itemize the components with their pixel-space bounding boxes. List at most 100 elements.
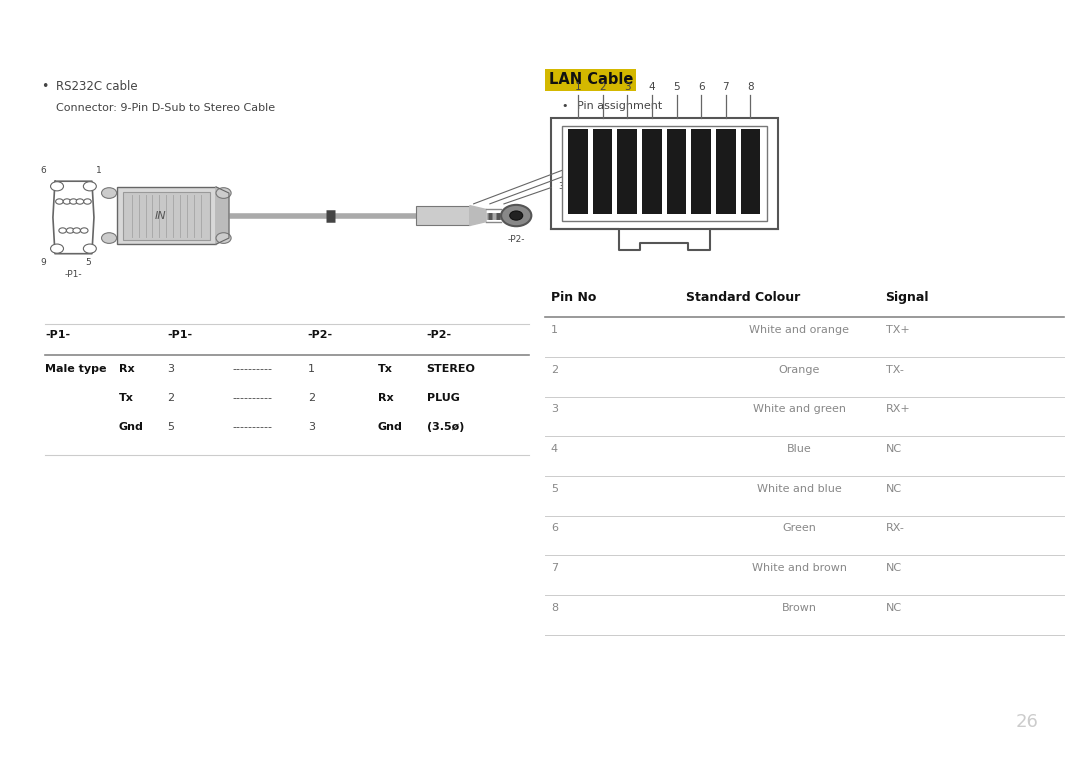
Text: 6: 6 bbox=[551, 523, 557, 533]
Bar bbox=[593, 129, 612, 214]
Text: 9: 9 bbox=[41, 258, 46, 267]
Circle shape bbox=[83, 199, 91, 204]
Text: 5: 5 bbox=[85, 258, 92, 267]
Bar bbox=[691, 129, 711, 214]
Text: Standard Colour: Standard Colour bbox=[686, 291, 800, 304]
Circle shape bbox=[51, 244, 64, 253]
Text: TX+: TX+ bbox=[886, 325, 909, 335]
Text: 2: 2 bbox=[551, 365, 558, 375]
Text: Rx: Rx bbox=[119, 364, 134, 374]
Text: 3: 3 bbox=[558, 182, 564, 191]
Circle shape bbox=[102, 233, 117, 243]
Text: Brown: Brown bbox=[782, 603, 816, 613]
Text: RX+: RX+ bbox=[886, 404, 910, 414]
Text: ----------: ---------- bbox=[232, 364, 272, 374]
Text: 1: 1 bbox=[551, 325, 557, 335]
Bar bbox=[618, 129, 637, 214]
Text: 6: 6 bbox=[698, 82, 704, 92]
Bar bbox=[642, 129, 662, 214]
Text: NC: NC bbox=[886, 563, 902, 573]
Text: 1: 1 bbox=[580, 161, 585, 169]
Text: 4: 4 bbox=[649, 82, 656, 92]
Text: 1: 1 bbox=[575, 82, 581, 92]
Text: Rx: Rx bbox=[378, 393, 393, 403]
Circle shape bbox=[83, 182, 96, 191]
Circle shape bbox=[51, 182, 64, 191]
Text: Orange: Orange bbox=[779, 365, 820, 375]
Bar bbox=[562, 126, 767, 221]
Text: 5: 5 bbox=[551, 484, 557, 494]
Text: Gnd: Gnd bbox=[378, 422, 403, 432]
Text: Green: Green bbox=[782, 523, 816, 533]
Text: 8: 8 bbox=[747, 82, 754, 92]
Text: -P2-: -P2- bbox=[427, 330, 451, 340]
Text: 8: 8 bbox=[551, 603, 558, 613]
Text: 7: 7 bbox=[551, 563, 558, 573]
Polygon shape bbox=[216, 187, 229, 244]
Text: Pin assignment: Pin assignment bbox=[577, 101, 662, 111]
Text: 26: 26 bbox=[1016, 713, 1039, 731]
Circle shape bbox=[64, 199, 71, 204]
Text: 2: 2 bbox=[308, 393, 315, 403]
Text: 1: 1 bbox=[308, 364, 314, 374]
Bar bbox=[123, 192, 210, 240]
Text: 3: 3 bbox=[308, 422, 314, 432]
Text: RX-: RX- bbox=[886, 523, 904, 533]
Text: -P1-: -P1- bbox=[167, 330, 192, 340]
Bar bbox=[551, 118, 778, 229]
Text: •: • bbox=[41, 80, 49, 93]
Text: PLUG: PLUG bbox=[427, 393, 459, 403]
Circle shape bbox=[510, 211, 523, 220]
Text: ----------: ---------- bbox=[232, 422, 272, 432]
Bar bbox=[716, 129, 735, 214]
Circle shape bbox=[80, 228, 89, 233]
Text: 5: 5 bbox=[167, 422, 174, 432]
Circle shape bbox=[83, 244, 96, 253]
Text: 3: 3 bbox=[551, 404, 557, 414]
Text: -P2-: -P2- bbox=[508, 235, 525, 244]
Text: White and orange: White and orange bbox=[750, 325, 849, 335]
Text: 7: 7 bbox=[723, 82, 729, 92]
Circle shape bbox=[58, 228, 67, 233]
Text: White and brown: White and brown bbox=[752, 563, 847, 573]
Bar bbox=[568, 129, 588, 214]
Text: 1: 1 bbox=[96, 166, 102, 175]
Text: 2: 2 bbox=[569, 172, 575, 180]
Text: RS232C cable: RS232C cable bbox=[56, 80, 138, 93]
Text: (3.5ø): (3.5ø) bbox=[427, 422, 464, 432]
Text: Tx: Tx bbox=[119, 393, 134, 403]
Circle shape bbox=[501, 204, 531, 226]
Text: LAN Cable: LAN Cable bbox=[549, 72, 633, 88]
Text: Tx: Tx bbox=[378, 364, 393, 374]
Text: -P1-: -P1- bbox=[65, 271, 82, 279]
Text: TX-: TX- bbox=[886, 365, 904, 375]
Text: ----------: ---------- bbox=[232, 393, 272, 403]
Text: 5: 5 bbox=[673, 82, 679, 92]
Text: STEREO: STEREO bbox=[427, 364, 475, 374]
Text: 3: 3 bbox=[167, 364, 174, 374]
Text: Gnd: Gnd bbox=[119, 422, 144, 432]
Text: -P2-: -P2- bbox=[308, 330, 333, 340]
Circle shape bbox=[73, 228, 81, 233]
Text: NC: NC bbox=[886, 444, 902, 454]
Circle shape bbox=[216, 188, 231, 198]
Circle shape bbox=[102, 188, 117, 198]
Text: NC: NC bbox=[886, 484, 902, 494]
Text: 2: 2 bbox=[599, 82, 606, 92]
Text: 3: 3 bbox=[624, 82, 631, 92]
Text: NC: NC bbox=[886, 603, 902, 613]
Text: IN: IN bbox=[156, 211, 166, 221]
Circle shape bbox=[216, 233, 231, 243]
Text: -P1-: -P1- bbox=[45, 330, 70, 340]
Text: 4: 4 bbox=[551, 444, 558, 454]
Text: Connector: 9-Pin D-Sub to Stereo Cable: Connector: 9-Pin D-Sub to Stereo Cable bbox=[56, 103, 275, 113]
Text: Blue: Blue bbox=[787, 444, 811, 454]
Bar bbox=[666, 129, 687, 214]
Circle shape bbox=[56, 199, 64, 204]
Polygon shape bbox=[470, 205, 486, 226]
Text: Pin No: Pin No bbox=[551, 291, 596, 304]
Text: 6: 6 bbox=[41, 166, 46, 175]
Circle shape bbox=[70, 199, 78, 204]
Bar bbox=[741, 129, 760, 214]
Text: White and green: White and green bbox=[753, 404, 846, 414]
